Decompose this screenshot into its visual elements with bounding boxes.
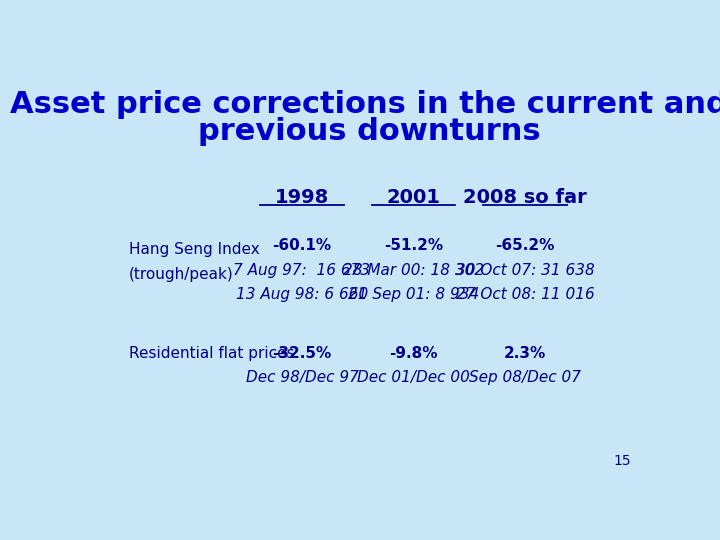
Text: Dec 01/Dec 00: Dec 01/Dec 00: [357, 370, 470, 385]
Text: Asset price corrections in the current and: Asset price corrections in the current a…: [10, 90, 720, 119]
Text: 27 Oct 08: 11 016: 27 Oct 08: 11 016: [456, 287, 595, 302]
Text: -32.5%: -32.5%: [272, 346, 332, 361]
Text: 2008 so far: 2008 so far: [464, 188, 587, 207]
Text: 2001: 2001: [387, 188, 441, 207]
Text: 21 Sep 01: 8 934: 21 Sep 01: 8 934: [348, 287, 480, 302]
Text: Dec 98/Dec 97: Dec 98/Dec 97: [246, 370, 359, 385]
Text: -9.8%: -9.8%: [390, 346, 438, 361]
Text: Hang Seng Index: Hang Seng Index: [129, 242, 260, 258]
Text: Sep 08/Dec 07: Sep 08/Dec 07: [469, 370, 581, 385]
Text: -51.2%: -51.2%: [384, 238, 444, 253]
Text: 15: 15: [613, 454, 631, 468]
Text: 2.3%: 2.3%: [504, 346, 546, 361]
Text: 1998: 1998: [275, 188, 329, 207]
Text: Residential flat prices: Residential flat prices: [129, 346, 294, 361]
Text: -60.1%: -60.1%: [272, 238, 332, 253]
Text: (trough/peak): (trough/peak): [129, 267, 234, 282]
Text: 28 Mar 00: 18 302: 28 Mar 00: 18 302: [343, 263, 485, 278]
Text: 13 Aug 98: 6 660: 13 Aug 98: 6 660: [236, 287, 368, 302]
Text: 30 Oct 07: 31 638: 30 Oct 07: 31 638: [456, 263, 595, 278]
Text: 7 Aug 97:  16 673: 7 Aug 97: 16 673: [233, 263, 371, 278]
Text: previous downturns: previous downturns: [198, 117, 540, 146]
Text: -65.2%: -65.2%: [495, 238, 555, 253]
